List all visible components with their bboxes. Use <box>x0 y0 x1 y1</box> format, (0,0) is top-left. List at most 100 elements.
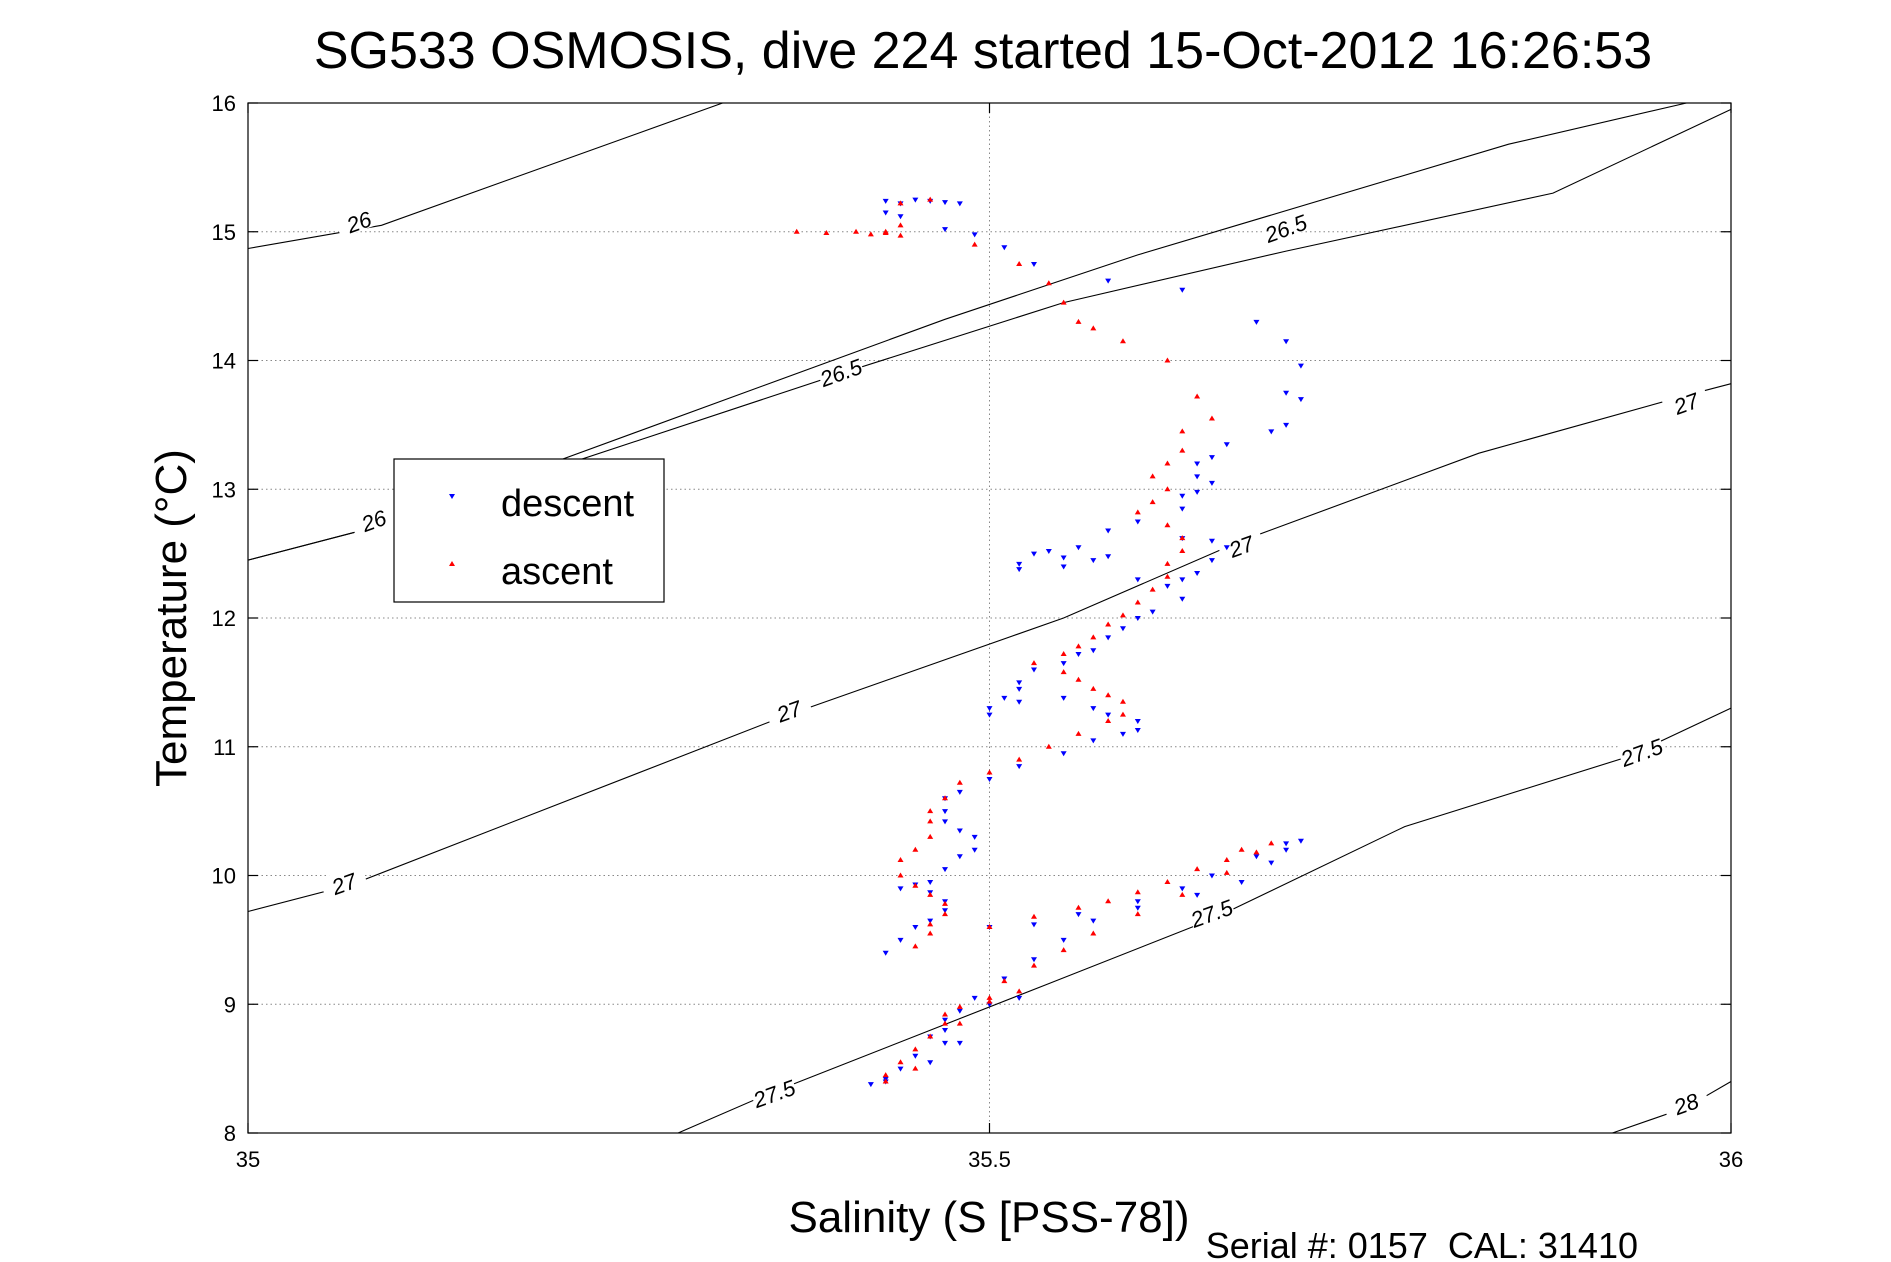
ascent-point <box>1060 299 1067 305</box>
descent-point <box>942 200 949 206</box>
ascent-point <box>1164 486 1171 492</box>
ascent-point <box>1075 676 1082 682</box>
ascent-point <box>1164 522 1171 528</box>
ascent-point <box>927 833 934 839</box>
descent-point <box>1119 731 1126 737</box>
contour-label-bg <box>1260 208 1310 245</box>
ascent-point <box>1119 612 1126 618</box>
descent-point <box>942 819 949 825</box>
descent-point <box>1283 847 1290 853</box>
ascent-point <box>1134 509 1141 515</box>
descent-point <box>1164 583 1171 589</box>
descent-point <box>1016 561 1023 567</box>
descent-point <box>1297 838 1304 844</box>
ascent-point <box>1075 730 1082 736</box>
descent-point <box>927 918 934 924</box>
descent-point <box>1075 912 1082 918</box>
ascent-point <box>927 921 934 927</box>
ascent-point <box>1060 651 1067 657</box>
descent-point <box>1179 506 1186 512</box>
contour-label-bg <box>348 500 398 537</box>
ascent-point <box>927 808 934 814</box>
ascent-point <box>1090 325 1097 331</box>
contour-line-26 <box>247 102 723 250</box>
ascent-point <box>927 891 934 897</box>
ascent-point <box>1001 978 1008 984</box>
ascent-point <box>897 200 904 206</box>
descent-point <box>942 908 949 914</box>
descent-point <box>1090 558 1097 564</box>
descent-point <box>1090 648 1097 654</box>
descent-point <box>1194 461 1201 467</box>
y-axis-label: Temperature (°C) <box>147 449 196 787</box>
ascent-point <box>1223 857 1230 863</box>
y-tick-label: 11 <box>213 735 236 760</box>
descent-point <box>1105 554 1112 560</box>
descent-point <box>942 809 949 815</box>
descent-point <box>1060 555 1067 561</box>
ascent-point <box>1119 711 1126 717</box>
descent-point <box>882 950 889 956</box>
legend-descent-marker <box>449 494 455 499</box>
descent-point <box>1208 538 1215 544</box>
ascent-point <box>1045 280 1052 286</box>
contour-label-bg <box>318 863 368 900</box>
ascent-point <box>1105 898 1112 904</box>
contour-line-27 <box>247 383 1732 913</box>
descent-point <box>1060 564 1067 570</box>
descent-point <box>1134 719 1141 724</box>
ascent-point <box>1194 393 1201 399</box>
descent-point <box>1223 442 1230 448</box>
ascent-point <box>1164 357 1171 363</box>
ascent-point <box>1030 913 1037 919</box>
descent-point <box>1283 841 1290 847</box>
legend-ascent-label: ascent <box>501 551 613 593</box>
descent-point <box>942 227 949 233</box>
descent-point <box>1016 995 1023 1001</box>
descent-point <box>942 1017 949 1023</box>
y-tick-label: 9 <box>224 992 236 1017</box>
descent-point <box>1238 879 1245 885</box>
descent-point <box>1179 886 1186 892</box>
x-axis-label: Salinity (S [PSS-78]) <box>788 1193 1189 1242</box>
descent-point <box>1090 738 1097 744</box>
descent-point <box>912 1053 919 1059</box>
ascent-point <box>897 872 904 878</box>
ascent-point <box>1179 548 1186 554</box>
descent-point <box>1208 558 1215 564</box>
descent-point <box>867 1082 874 1088</box>
ascent-point <box>1075 643 1082 649</box>
ascent-point <box>986 994 993 1000</box>
chart-title: SG533 OSMOSIS, dive 224 started 15-Oct-2… <box>314 22 1652 80</box>
descent-point <box>1194 570 1201 576</box>
descent-point <box>897 214 904 220</box>
ascent-point <box>942 795 949 801</box>
descent-point <box>1268 429 1275 435</box>
ascent-point <box>1119 338 1126 344</box>
ascent-point <box>1105 718 1112 723</box>
ascent-point <box>867 231 874 237</box>
contour-label-bg <box>1186 893 1236 930</box>
x-tick-label: 35 <box>236 1147 260 1172</box>
descent-point <box>1179 493 1186 499</box>
ascent-point <box>1179 535 1186 541</box>
ascent-point <box>971 241 978 247</box>
ascent-point <box>897 1059 904 1065</box>
descent-point <box>1001 245 1008 251</box>
ascent-point <box>897 232 904 238</box>
ascent-point <box>1075 904 1082 910</box>
ascent-point <box>1149 499 1156 505</box>
descent-point <box>1105 712 1112 718</box>
ascent-point <box>942 911 949 917</box>
ascent-point <box>1268 840 1275 846</box>
descent-point <box>1105 278 1112 284</box>
descent-point <box>897 937 904 943</box>
ascent-point <box>1164 460 1171 466</box>
y-tick-label: 8 <box>224 1121 236 1146</box>
descent-point <box>927 879 934 885</box>
descent-point <box>1075 652 1082 658</box>
ascent-point <box>912 1046 919 1052</box>
ascent-point <box>956 779 963 785</box>
contour-label-bg <box>1661 383 1710 420</box>
